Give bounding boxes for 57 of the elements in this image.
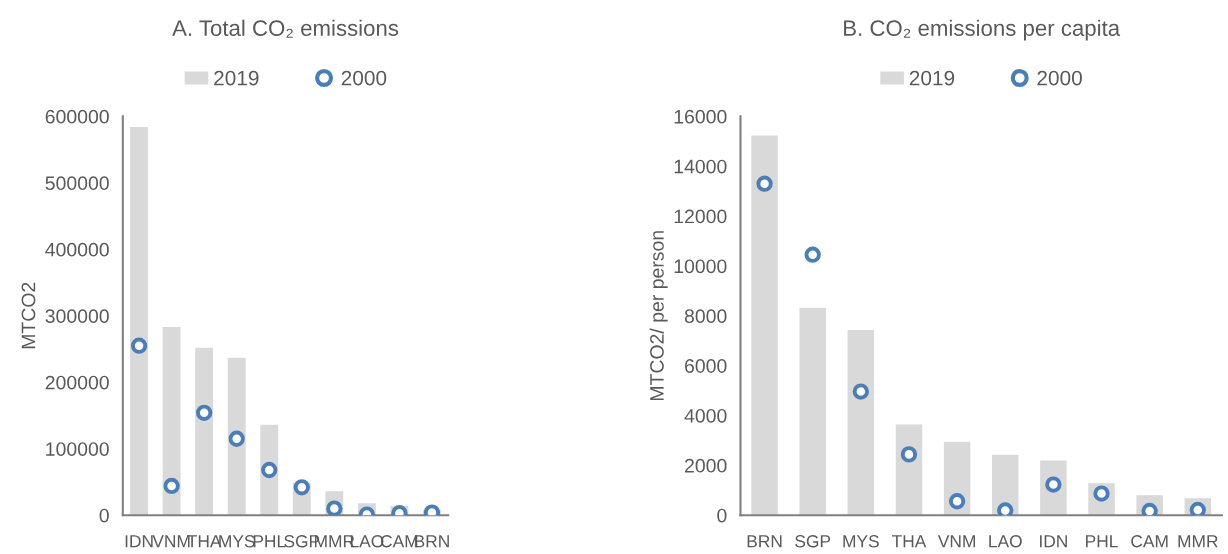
x-tick-label: LAO [989, 535, 1022, 548]
bar [799, 307, 826, 516]
point [261, 461, 278, 479]
legend-label: 2019 [214, 70, 259, 86]
x-tick-label: IDN [125, 535, 153, 548]
chart-title: B. CO₂ emissions per capita [844, 19, 1121, 41]
bar [847, 329, 875, 516]
chart-title: A. Total CO₂ emissions [172, 19, 399, 38]
bar [130, 126, 149, 516]
x-tick-label: IDN [1040, 535, 1067, 548]
point [163, 477, 180, 495]
x-tick-label: PHL [1086, 535, 1118, 548]
y-tick-label: 200000 [45, 375, 109, 390]
x-tick-label: VNM [937, 535, 975, 548]
bar [751, 135, 778, 516]
x-tick-label: PHL [253, 535, 286, 548]
y-tick-label: 0 [717, 508, 727, 523]
x-tick-label: SGP [795, 535, 831, 548]
legend-label: 2000 [1037, 70, 1082, 86]
y-tick-label: 8000 [684, 309, 727, 324]
bar [227, 357, 246, 516]
point [195, 404, 213, 421]
y-tick-label: 10000 [674, 259, 727, 274]
bar [895, 424, 923, 516]
point [293, 479, 310, 496]
y-tick-label: 400000 [45, 242, 109, 257]
x-tick-label: THA [892, 535, 927, 548]
y-tick-label: 500000 [45, 176, 109, 191]
y-axis-title: MTCO2 [21, 282, 36, 349]
y-tick-label: 300000 [45, 309, 109, 324]
bar [195, 347, 214, 516]
y-tick-label: 14000 [674, 159, 727, 174]
point [804, 246, 821, 263]
point [130, 337, 148, 354]
y-tick-label: 16000 [674, 109, 727, 124]
y-tick-label: 6000 [685, 359, 727, 373]
legend-label: 2019 [909, 70, 955, 86]
y-tick-label: 100000 [46, 442, 109, 456]
y-axis-title: MTCO2/ per person [649, 231, 668, 401]
y-tick-label: 0 [99, 508, 109, 523]
legend-label: 2000 [341, 70, 387, 86]
point [1189, 501, 1206, 516]
x-tick-label: MMR [1178, 535, 1218, 548]
x-tick-label: CAM [1131, 535, 1168, 548]
point [756, 175, 773, 192]
point [228, 430, 245, 447]
bar [162, 327, 181, 516]
point [948, 493, 966, 510]
y-tick-label: 600000 [45, 109, 109, 124]
point [900, 446, 918, 463]
y-tick-label: 12000 [674, 209, 727, 224]
x-tick-label: MYS [843, 535, 879, 548]
point [997, 502, 1014, 516]
y-tick-label: 4000 [684, 408, 727, 423]
x-tick-label: BRN [747, 535, 782, 548]
point [852, 383, 869, 400]
y-tick-label: 2000 [685, 458, 727, 473]
